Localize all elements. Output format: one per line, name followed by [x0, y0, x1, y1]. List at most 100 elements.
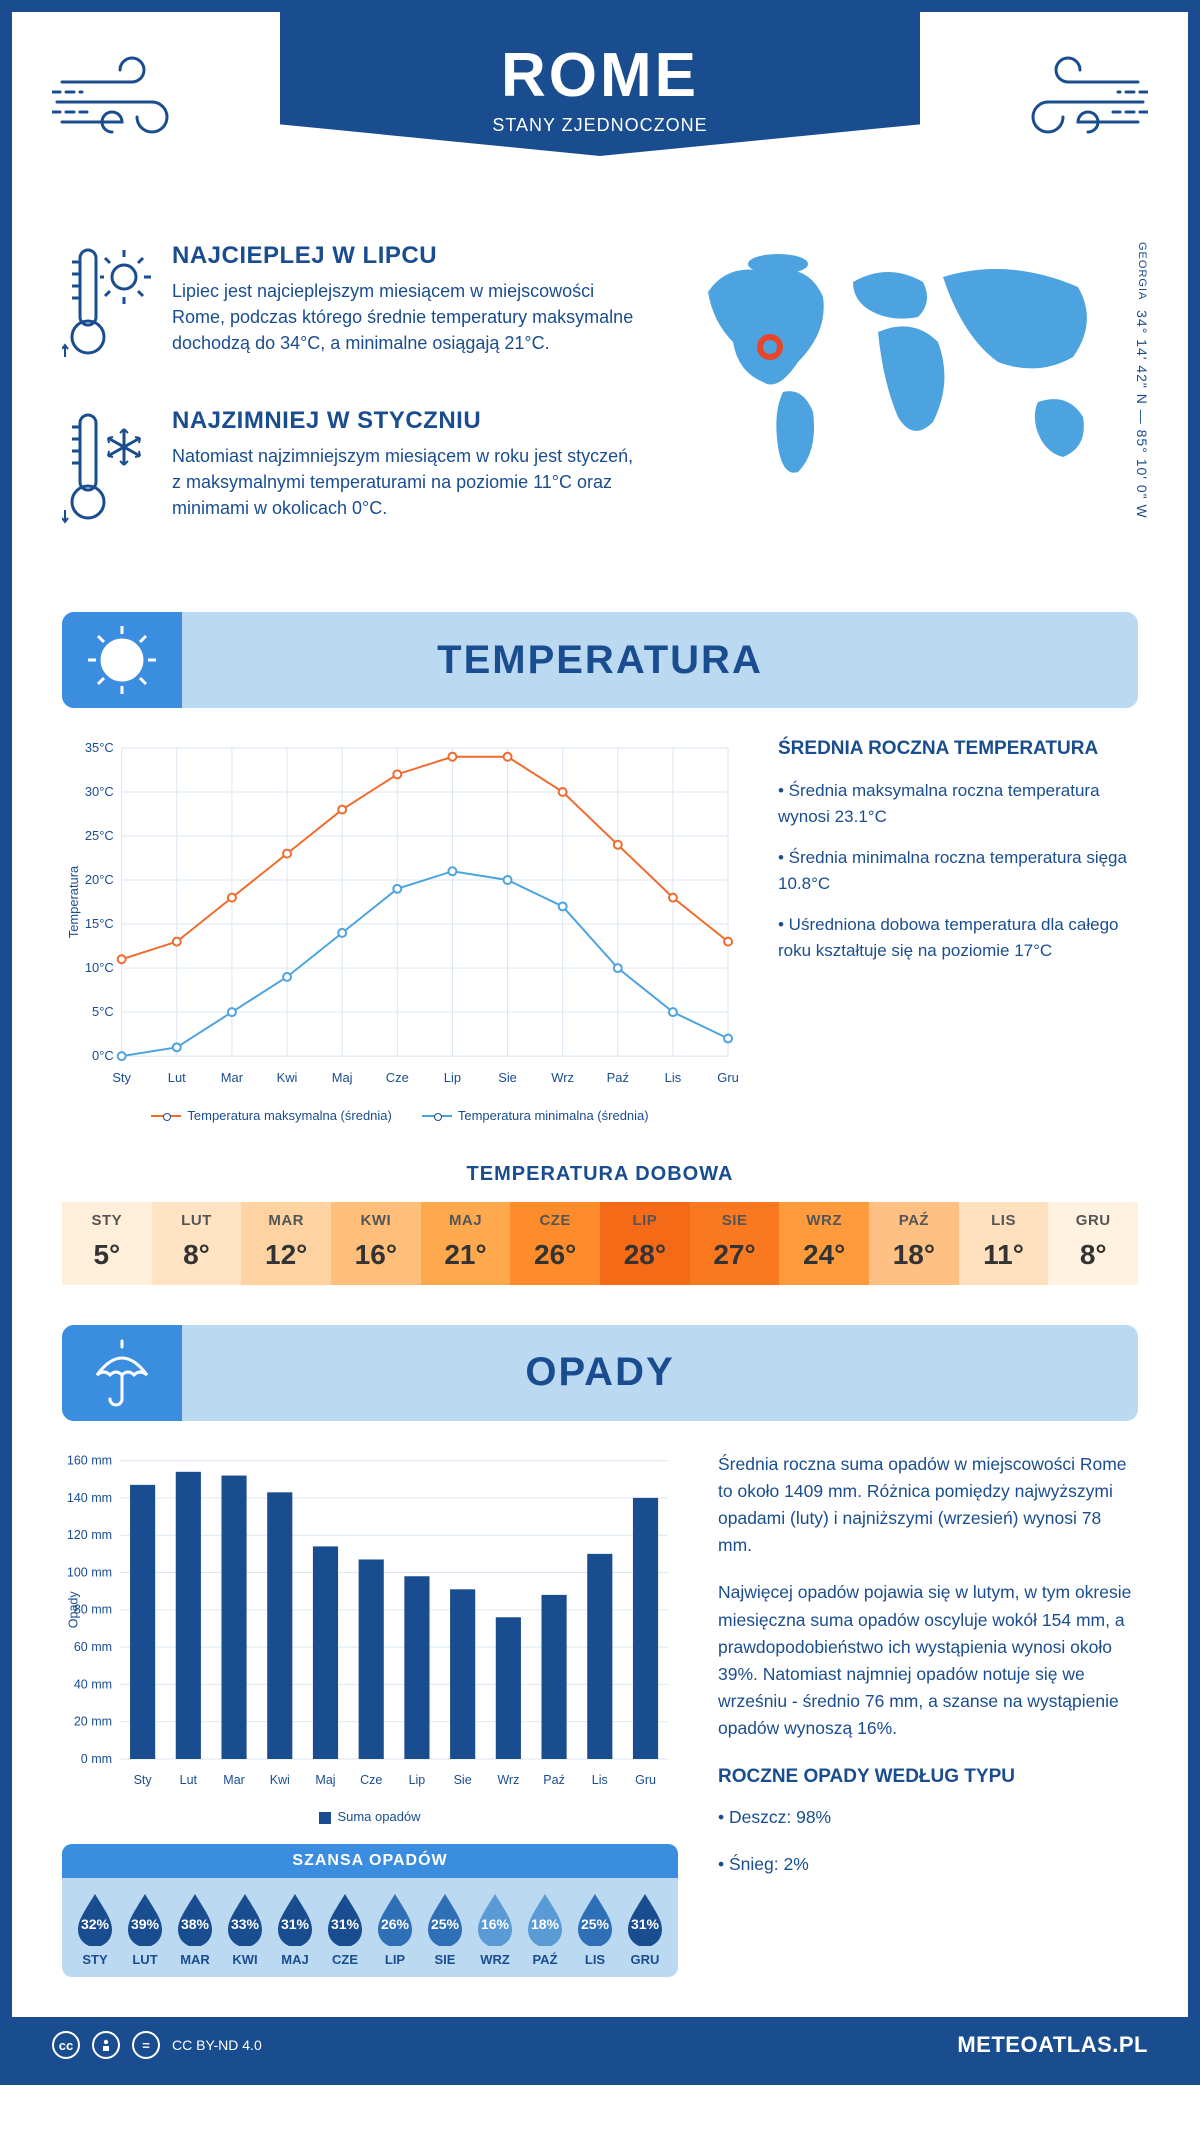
- precip-legend: Suma opadów: [62, 1809, 678, 1824]
- chance-cell: 18% PAŹ: [520, 1890, 570, 1967]
- temp-bullet-1: • Średnia minimalna roczna temperatura s…: [778, 845, 1138, 896]
- title-banner: ROME STANY ZJEDNOCZONE: [280, 12, 920, 156]
- chance-title: SZANSA OPADÓW: [62, 1844, 678, 1878]
- chance-cell: 32% STY: [70, 1890, 120, 1967]
- nd-icon: =: [132, 2031, 160, 2059]
- country-subtitle: STANY ZJEDNOCZONE: [280, 115, 920, 136]
- legend-item: Temperatura maksymalna (średnia): [151, 1108, 391, 1123]
- temperature-row: 0°C5°C10°C15°C20°C25°C30°C35°CStyLutMarK…: [12, 738, 1188, 1153]
- precip-type-snow: • Śnieg: 2%: [718, 1851, 1138, 1878]
- cc-icon: cc: [52, 2031, 80, 2059]
- daily-cell: KWI16°: [331, 1202, 421, 1285]
- world-map-block: GEORGIA 34° 14' 42" N — 85° 10' 0" W: [678, 242, 1138, 572]
- daily-temp-title: TEMPERATURA DOBOWA: [12, 1163, 1188, 1186]
- chance-cell: 26% LIP: [370, 1890, 420, 1967]
- svg-text:0°C: 0°C: [92, 1048, 114, 1063]
- svg-text:20°C: 20°C: [85, 872, 114, 887]
- precip-section-bar: OPADY: [62, 1325, 1138, 1421]
- coordinates-text: GEORGIA 34° 14' 42" N — 85° 10' 0" W: [1134, 242, 1150, 519]
- svg-text:Sty: Sty: [112, 1070, 131, 1085]
- svg-text:15°C: 15°C: [85, 916, 114, 931]
- chance-cell: 25% LIS: [570, 1890, 620, 1967]
- precip-p1: Średnia roczna suma opadów w miejscowośc…: [718, 1451, 1138, 1560]
- svg-text:Lis: Lis: [592, 1773, 608, 1787]
- hottest-title: NAJCIEPLEJ W LIPCU: [172, 242, 638, 270]
- wind-icon-left: [52, 42, 202, 167]
- coldest-block: NAJZIMNIEJ W STYCZNIU Natomiast najzimni…: [62, 407, 638, 542]
- svg-text:100 mm: 100 mm: [67, 1565, 112, 1579]
- daily-cell: MAR12°: [241, 1202, 331, 1285]
- svg-text:Wrz: Wrz: [551, 1070, 574, 1085]
- precip-side-text: Średnia roczna suma opadów w miejscowośc…: [718, 1451, 1138, 1978]
- precip-chart-column: 0 mm20 mm40 mm60 mm80 mm100 mm120 mm140 …: [62, 1451, 678, 1978]
- precip-row: 0 mm20 mm40 mm60 mm80 mm100 mm120 mm140 …: [12, 1451, 1188, 1988]
- svg-text:Kwi: Kwi: [277, 1070, 298, 1085]
- temp-bullet-2: • Uśredniona dobowa temperatura dla całe…: [778, 912, 1138, 963]
- legend-item: Temperatura minimalna (średnia): [422, 1108, 649, 1123]
- svg-text:Wrz: Wrz: [497, 1773, 519, 1787]
- svg-text:160 mm: 160 mm: [67, 1453, 112, 1467]
- hottest-text: Lipiec jest najcieplejszym miesiącem w m…: [172, 278, 638, 356]
- chance-cell: 38% MAR: [170, 1890, 220, 1967]
- svg-text:Mar: Mar: [223, 1773, 245, 1787]
- header: ROME STANY ZJEDNOCZONE: [12, 12, 1188, 212]
- svg-text:5°C: 5°C: [92, 1004, 114, 1019]
- svg-text:10°C: 10°C: [85, 960, 114, 975]
- daily-cell: WRZ24°: [779, 1202, 869, 1285]
- thermometer-sun-icon: [62, 242, 152, 377]
- svg-text:Sty: Sty: [134, 1773, 153, 1787]
- temperature-section-bar: TEMPERATURA: [62, 612, 1138, 708]
- svg-text:Paź: Paź: [607, 1070, 629, 1085]
- daily-cell: LIP28°: [600, 1202, 690, 1285]
- temperature-side-text: ŚREDNIA ROCZNA TEMPERATURA • Średnia mak…: [778, 738, 1138, 1123]
- umbrella-icon: [62, 1325, 182, 1421]
- wind-icon-right: [998, 42, 1148, 167]
- intro-row: NAJCIEPLEJ W LIPCU Lipiec jest najcieple…: [12, 212, 1188, 612]
- daily-cell: PAŹ18°: [869, 1202, 959, 1285]
- svg-text:Lip: Lip: [409, 1773, 426, 1787]
- svg-text:Temperatura: Temperatura: [66, 865, 81, 938]
- intro-text-column: NAJCIEPLEJ W LIPCU Lipiec jest najcieple…: [62, 242, 638, 572]
- svg-text:Maj: Maj: [332, 1070, 353, 1085]
- license-text: CC BY-ND 4.0: [172, 2037, 262, 2053]
- daily-cell: SIE27°: [690, 1202, 780, 1285]
- svg-text:Opady: Opady: [66, 1591, 80, 1629]
- chance-cell: 25% SIE: [420, 1890, 470, 1967]
- svg-text:Kwi: Kwi: [270, 1773, 290, 1787]
- daily-cell: MAJ21°: [421, 1202, 511, 1285]
- world-map-icon: [678, 242, 1118, 502]
- daily-cell: GRU8°: [1048, 1202, 1138, 1285]
- temp-bullet-0: • Średnia maksymalna roczna temperatura …: [778, 778, 1138, 829]
- svg-text:35°C: 35°C: [85, 740, 114, 755]
- svg-text:Lut: Lut: [180, 1773, 198, 1787]
- precip-type-title: ROCZNE OPADY WEDŁUG TYPU: [718, 1762, 1138, 1791]
- chance-cell: 31% GRU: [620, 1890, 670, 1967]
- svg-text:Lis: Lis: [665, 1070, 682, 1085]
- svg-text:Sie: Sie: [454, 1773, 472, 1787]
- infographic-frame: ROME STANY ZJEDNOCZONE: [0, 0, 1200, 2085]
- license-block: cc = CC BY-ND 4.0: [52, 2031, 262, 2059]
- svg-text:Sie: Sie: [498, 1070, 517, 1085]
- temperature-section-title: TEMPERATURA: [437, 638, 763, 683]
- precip-p2: Najwięcej opadów pojawia się w lutym, w …: [718, 1579, 1138, 1742]
- legend-item: Suma opadów: [319, 1809, 420, 1824]
- footer: cc = CC BY-ND 4.0 METEOATLAS.PL: [12, 2017, 1188, 2073]
- svg-text:0 mm: 0 mm: [81, 1752, 112, 1766]
- thermometer-snow-icon: [62, 407, 152, 542]
- svg-text:140 mm: 140 mm: [67, 1491, 112, 1505]
- by-icon: [92, 2031, 120, 2059]
- svg-text:Gru: Gru: [635, 1773, 656, 1787]
- precip-chance-box: SZANSA OPADÓW 32% STY 39% LUT: [62, 1844, 678, 1977]
- precip-type-rain: • Deszcz: 98%: [718, 1804, 1138, 1831]
- chance-cell: 16% WRZ: [470, 1890, 520, 1967]
- svg-text:20 mm: 20 mm: [74, 1714, 112, 1728]
- sun-icon: [62, 612, 182, 708]
- svg-text:30°C: 30°C: [85, 784, 114, 799]
- temperature-legend: Temperatura maksymalna (średnia) Temperat…: [62, 1108, 738, 1123]
- chance-cell: 33% KWI: [220, 1890, 270, 1967]
- svg-text:Gru: Gru: [717, 1070, 738, 1085]
- daily-cell: LIS11°: [959, 1202, 1049, 1285]
- coldest-title: NAJZIMNIEJ W STYCZNIU: [172, 407, 638, 435]
- svg-text:Lut: Lut: [168, 1070, 186, 1085]
- svg-text:120 mm: 120 mm: [67, 1528, 112, 1542]
